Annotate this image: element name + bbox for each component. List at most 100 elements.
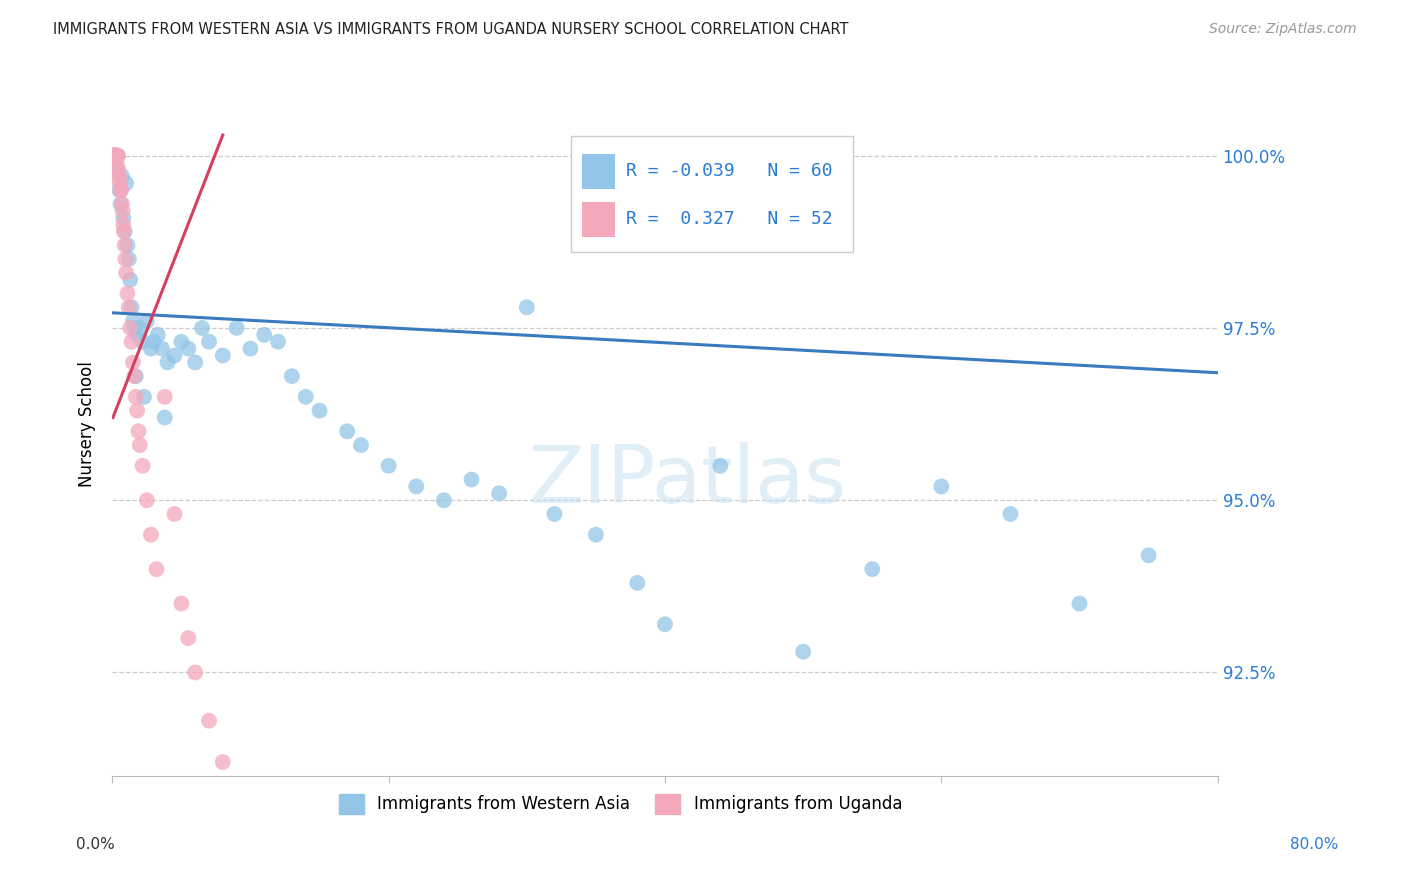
Point [121, 300, 143, 314]
Point [125, 390, 148, 404]
Y-axis label: Nursery School: Nursery School [79, 361, 96, 487]
Point [120, 321, 142, 335]
Point [120, 273, 142, 287]
Point [115, 176, 138, 190]
Point [709, 458, 731, 473]
Point [128, 425, 150, 439]
Point [107, 162, 129, 177]
Point [931, 479, 953, 493]
Point [198, 714, 221, 728]
Text: ZIPatlas: ZIPatlas [529, 442, 846, 520]
Point [108, 183, 131, 197]
Point [433, 493, 456, 508]
Bar [582, 202, 616, 236]
Point [163, 507, 186, 521]
Point [198, 334, 221, 349]
Point [107, 169, 129, 184]
Text: IMMIGRANTS FROM WESTERN ASIA VS IMMIGRANTS FROM UGANDA NURSERY SCHOOL CORRELATIO: IMMIGRANTS FROM WESTERN ASIA VS IMMIGRAN… [53, 22, 849, 37]
Point [112, 218, 135, 232]
Legend: Immigrants from Western Asia, Immigrants from Uganda: Immigrants from Western Asia, Immigrants… [332, 788, 910, 821]
Point [211, 755, 233, 769]
Point [124, 369, 146, 384]
Point [153, 410, 176, 425]
Point [112, 224, 135, 238]
Point [107, 149, 129, 163]
Point [1069, 597, 1091, 611]
Point [122, 314, 145, 328]
Point [336, 425, 359, 439]
Point [103, 149, 125, 163]
Point [127, 403, 149, 417]
Point [267, 334, 290, 349]
Point [114, 224, 136, 238]
Point [131, 458, 153, 473]
Point [105, 149, 128, 163]
Bar [571, 136, 853, 252]
Point [131, 334, 153, 349]
Point [111, 203, 134, 218]
Point [516, 300, 538, 314]
Point [177, 631, 200, 645]
Point [104, 149, 127, 163]
Point [104, 149, 127, 163]
Point [117, 286, 139, 301]
Point [585, 527, 607, 541]
Point [139, 342, 162, 356]
Point [308, 403, 330, 417]
Point [112, 211, 135, 225]
Point [110, 183, 132, 197]
Point [135, 314, 157, 328]
Point [114, 238, 136, 252]
Point [104, 149, 127, 163]
Point [125, 369, 148, 384]
Point [105, 162, 128, 177]
Point [654, 617, 676, 632]
Text: R = -0.039   N = 60: R = -0.039 N = 60 [626, 162, 832, 180]
Point [860, 562, 883, 576]
Point [191, 321, 214, 335]
Point [177, 342, 200, 356]
Point [128, 438, 150, 452]
Point [150, 342, 173, 356]
Point [350, 438, 373, 452]
Point [184, 355, 207, 369]
Point [104, 149, 127, 163]
Point [146, 327, 169, 342]
Point [104, 149, 127, 163]
Text: 80.0%: 80.0% [1291, 838, 1339, 852]
Point [543, 507, 565, 521]
Point [170, 597, 193, 611]
Point [145, 562, 167, 576]
Text: R =  0.327   N = 52: R = 0.327 N = 52 [626, 211, 832, 228]
Point [163, 349, 186, 363]
Point [111, 169, 134, 184]
Text: 0.0%: 0.0% [76, 838, 115, 852]
Point [103, 149, 125, 163]
Point [104, 149, 127, 163]
Point [103, 149, 125, 163]
Point [405, 479, 427, 493]
Point [792, 645, 814, 659]
Point [156, 355, 179, 369]
Point [294, 390, 316, 404]
Bar [582, 153, 616, 189]
Point [105, 149, 128, 163]
Point [239, 342, 262, 356]
Point [124, 321, 146, 335]
Point [253, 327, 276, 342]
Point [118, 252, 141, 266]
Point [103, 149, 125, 163]
Point [115, 266, 138, 280]
Point [170, 334, 193, 349]
Point [103, 149, 125, 163]
Point [460, 473, 482, 487]
Point [111, 197, 134, 211]
Point [127, 327, 149, 342]
Point [103, 149, 125, 163]
Point [108, 169, 131, 184]
Point [377, 458, 399, 473]
Point [105, 149, 128, 163]
Point [108, 176, 131, 190]
Point [104, 149, 127, 163]
Point [114, 252, 136, 266]
